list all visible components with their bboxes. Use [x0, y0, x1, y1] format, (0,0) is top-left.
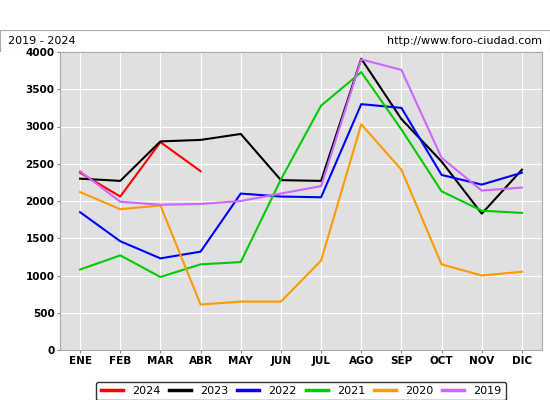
Text: 2019 - 2024: 2019 - 2024 — [8, 36, 76, 46]
Legend: 2024, 2023, 2022, 2021, 2020, 2019: 2024, 2023, 2022, 2021, 2020, 2019 — [96, 382, 506, 400]
Text: http://www.foro-ciudad.com: http://www.foro-ciudad.com — [387, 36, 542, 46]
Text: Evolucion Nº Turistas Nacionales en el municipio de Calzada de Oropesa: Evolucion Nº Turistas Nacionales en el m… — [4, 8, 546, 22]
